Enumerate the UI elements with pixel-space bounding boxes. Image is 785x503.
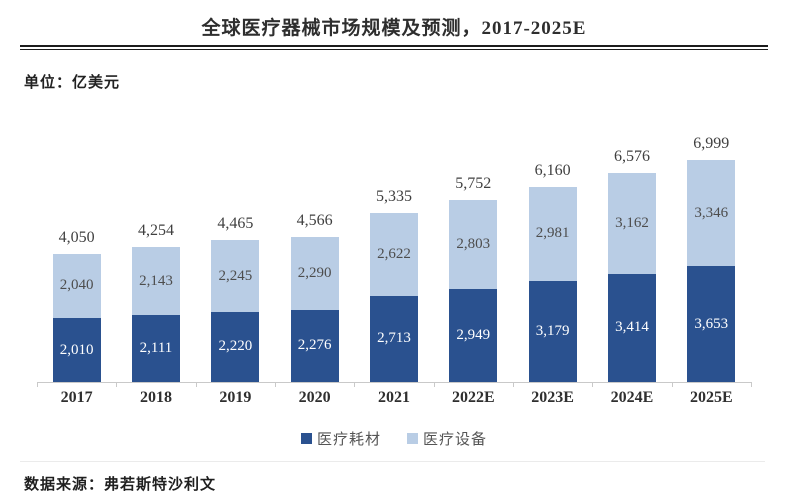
bar-group-2025E: 6,999 3,346 3,653 [672,128,751,382]
x-axis-label-2020: 2020 [298,389,331,406]
data-source-label: 数据来源：弗若斯特沙利文 [24,477,217,493]
total-value-label: 5,752 [455,174,492,192]
bar-group-2019: 4,465 2,245 2,220 [196,128,275,382]
x-axis-label-2019: 2019 [219,389,252,406]
stacked-bar: 2,245 2,220 [211,240,260,382]
x-axis-label-2021: 2021 [377,389,410,406]
total-value-label: 6,160 [534,161,571,179]
stacked-bar: 2,290 2,276 [290,237,339,382]
x-axis-label-2017: 2017 [60,389,93,406]
bar-group-2017: 4,050 2,040 2,010 [37,128,116,382]
stacked-bar: 2,981 3,179 [528,186,577,382]
bar-segment-医疗设备: 3,162 [607,173,656,274]
x-axis-label-2023E: 2023E [531,389,574,406]
bar-segment-医疗耗材: 3,179 [528,281,577,382]
x-axis-tick [195,382,197,387]
stacked-bar: 2,622 2,713 [369,212,418,382]
total-value-label: 4,566 [296,212,333,230]
bar-segment-医疗设备: 2,143 [131,247,180,315]
total-value-label: 4,465 [217,215,254,233]
unit-label: 单位：亿美元 [24,75,121,91]
bar-segment-医疗设备: 2,803 [449,199,498,289]
stacked-bar: 3,346 3,653 [687,160,736,382]
x-axis-tick [592,382,594,387]
x-axis-tick [671,382,673,387]
bar-segment-医疗设备: 2,245 [211,240,260,312]
x-axis-tick [116,382,118,387]
chart-legend: 医疗耗材 医疗设备 [37,428,751,449]
x-axis-label-2025E: 2025E [689,389,733,406]
bar-segment-医疗设备: 2,040 [52,253,101,319]
stacked-bar: 3,162 3,414 [607,173,656,382]
title-double-rule [20,45,768,50]
bar-group-2024E: 6,576 3,162 3,414 [592,128,671,382]
bar-segment-医疗设备: 2,622 [369,212,418,296]
legend-swatch-icon [407,433,418,444]
legend-label: 医疗耗材 [316,432,381,448]
total-value-label: 4,050 [58,228,95,246]
total-value-label: 6,576 [613,148,650,166]
legend-swatch-icon [300,433,312,444]
bar-segment-医疗耗材: 2,276 [290,309,339,382]
stacked-bar: 2,143 2,111 [131,247,180,382]
footer-divider [20,461,765,462]
x-axis-tick [751,382,752,387]
total-value-label: 5,335 [375,187,412,205]
x-axis-label-2022E: 2022E [451,389,495,406]
legend-item-医疗设备: 医疗设备 [407,428,487,449]
x-axis-label-2018: 2018 [139,389,172,406]
bar-group-2021: 5,335 2,622 2,713 [354,128,433,382]
bar-group-2020: 4,566 2,290 2,276 [275,128,354,382]
x-axis-labels: 2017 2018 2019 2020 2021 2022E 2023E 2024E 2025E [37,389,751,407]
x-axis-label-2024E: 2024E [610,389,654,406]
bar-segment-医疗耗材: 2,010 [52,318,101,382]
bar-group-2023E: 6,160 2,981 3,179 [513,128,592,382]
bar-group-2022E: 5,752 2,803 2,949 [434,128,513,382]
x-axis-tick [513,382,514,387]
legend-item-医疗耗材: 医疗耗材 [300,428,381,449]
x-axis-tick [354,382,356,387]
bar-segment-医疗耗材: 2,713 [369,295,418,382]
bar-segment-医疗耗材: 2,220 [211,311,260,382]
x-axis-tick [37,382,38,387]
total-value-label: 4,254 [137,222,174,239]
x-axis-tick [433,382,435,387]
bar-group-2018: 4,254 2,143 2,111 [116,128,195,382]
bar-segment-医疗设备: 2,290 [290,237,339,310]
x-axis-tick [275,382,276,387]
legend-label: 医疗设备 [423,432,488,448]
bar-segment-医疗设备: 2,981 [528,186,577,282]
plot-area: 4,050 2,040 2,010 4,254 2,143 2,111 4,465 2,245… [37,128,751,382]
chart-title: 全球医疗器械市场规模及预测，2017-2025E [201,18,587,39]
stacked-bar: 2,803 2,949 [449,199,498,382]
bar-segment-医疗耗材: 2,111 [131,315,180,382]
total-value-label: 6,999 [693,135,730,153]
x-axis-line [37,382,751,383]
bar-segment-医疗设备: 3,346 [687,160,736,267]
stacked-bar: 2,040 2,010 [52,253,101,382]
bar-segment-医疗耗材: 2,949 [449,288,498,382]
bar-segment-医疗耗材: 3,414 [607,273,656,382]
bar-segment-医疗耗材: 3,653 [687,266,736,382]
